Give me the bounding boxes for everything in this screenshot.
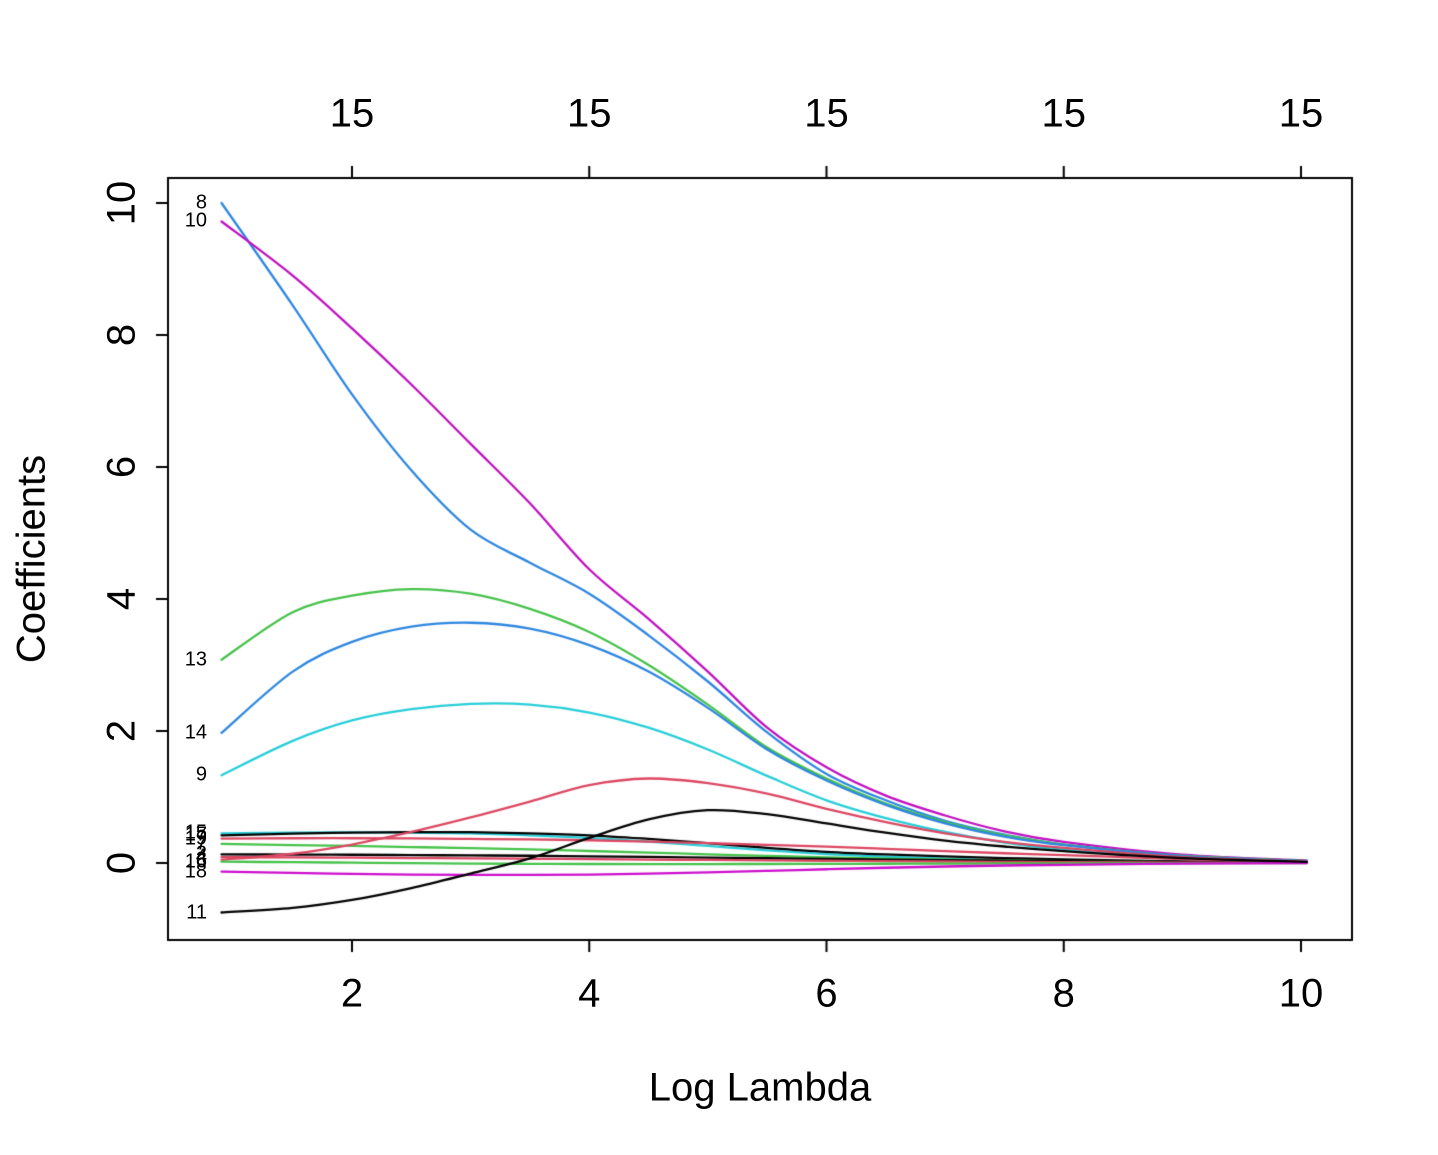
curve-label-9: 9 [195, 763, 207, 786]
curve-label-4: 4 [195, 845, 207, 868]
x-tick-label: 4 [578, 971, 601, 1016]
y-tick-label: 4 [99, 587, 144, 611]
y-tick-label: 2 [99, 719, 144, 743]
top-axis-df-label: 15 [329, 91, 375, 136]
x-tick-label: 8 [1052, 971, 1075, 1016]
y-tick-label: 10 [99, 180, 144, 226]
curve-label-3: 3 [195, 848, 207, 871]
top-axis-df-label: 15 [1278, 91, 1324, 136]
curve-label-8: 8 [195, 191, 207, 214]
x-tick-label: 2 [340, 971, 364, 1016]
curve-label-17: 17 [184, 823, 207, 846]
curve-label-11: 11 [186, 901, 207, 923]
top-axis-df-label: 15 [567, 91, 612, 136]
y-tick-label: 0 [99, 851, 144, 875]
curve-label-18: 18 [184, 860, 207, 883]
top-axis-df-label: 15 [1041, 91, 1087, 136]
curve-label-10: 10 [184, 209, 207, 232]
top-axis-df-label: 15 [804, 91, 849, 136]
curve-label-2: 2 [195, 842, 207, 865]
curve-label-7: 7 [195, 832, 207, 855]
x-axis-title: Log Lambda [648, 1065, 872, 1110]
y-axis-title: Coefficients [9, 454, 54, 664]
y-tick-label: 8 [99, 323, 144, 347]
curve-label-14: 14 [184, 721, 207, 744]
x-tick-label: 6 [815, 971, 838, 1016]
curve-label-15: 15 [184, 821, 207, 844]
curve-label-16: 16 [184, 850, 207, 873]
y-tick-label: 6 [99, 455, 144, 479]
curve-label-19: 19 [184, 827, 207, 850]
curve-label-13: 13 [184, 648, 207, 671]
x-tick-label: 10 [1278, 971, 1324, 1016]
